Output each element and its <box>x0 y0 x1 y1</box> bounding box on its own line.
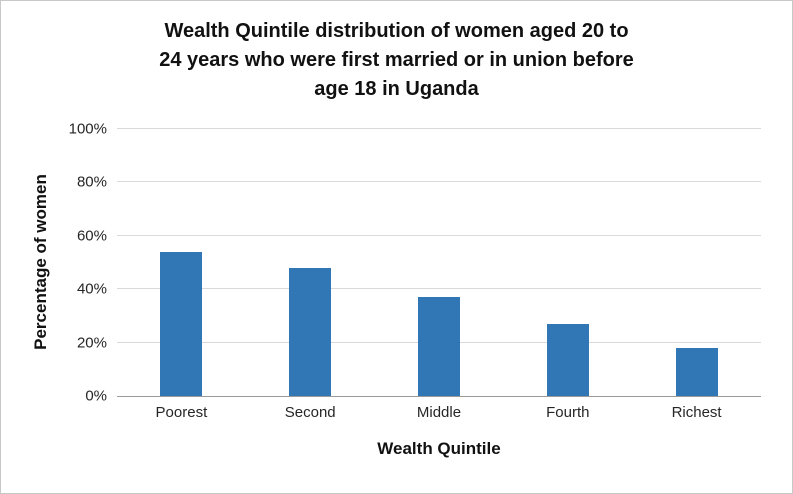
gridline <box>117 234 761 236</box>
x-tick-label: Poorest <box>155 404 208 421</box>
x-axis-title: Wealth Quintile <box>377 439 501 458</box>
bar-slot <box>375 129 504 396</box>
x-axis-ticks: Poorest Second Middle Fourth Richest <box>117 404 761 421</box>
y-tick-label: 40% <box>76 280 107 298</box>
y-tick-label: 20% <box>76 334 107 352</box>
bar-second <box>289 267 332 396</box>
chart-title: Wealth Quintile distribution of women ag… <box>159 20 634 100</box>
bar-fourth <box>546 323 589 396</box>
bar-slot <box>246 129 375 396</box>
plot-area <box>117 128 761 397</box>
gridline <box>117 288 761 290</box>
x-tick-label: Middle <box>416 404 462 421</box>
y-tick-label: 100% <box>68 120 107 138</box>
bar-slot <box>632 129 761 396</box>
gridline <box>117 181 761 183</box>
x-tick-label: Richest <box>671 404 722 421</box>
gridline <box>117 128 761 129</box>
bar-poorest <box>160 251 203 396</box>
bar-middle <box>417 297 460 396</box>
x-tick-label: Fourth <box>546 404 590 421</box>
y-tick-label: 80% <box>76 173 107 191</box>
x-tick-label: Second <box>284 404 336 421</box>
bar-slot <box>503 129 632 396</box>
y-tick-label: 0% <box>85 387 107 405</box>
y-tick-label: 60% <box>76 227 107 245</box>
bar-richest <box>675 347 718 396</box>
bar-slot <box>117 129 246 396</box>
y-axis-ticks: 0% 20% 40% 60% 80% 100% <box>1 121 107 405</box>
